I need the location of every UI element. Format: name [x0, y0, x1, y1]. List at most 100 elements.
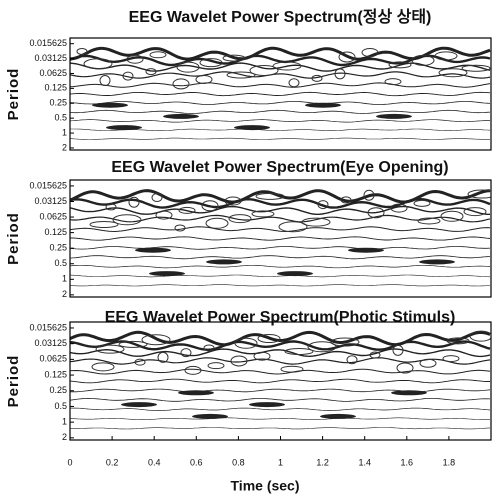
y-tick-label: 2: [62, 289, 67, 299]
contour-blob: [272, 61, 302, 71]
contour-line: [70, 357, 491, 365]
contour-blob: [149, 51, 167, 59]
contour-blob: [363, 189, 375, 201]
x-tick-label: 1.4: [358, 457, 371, 467]
contour-blob: [178, 390, 214, 396]
contour-blob: [392, 344, 404, 356]
contour-blob: [251, 210, 275, 218]
contour-line: [70, 378, 490, 384]
contour-blob: [417, 217, 441, 225]
contour-blob: [92, 102, 128, 108]
contour-blob: [172, 78, 190, 90]
contour-line: [70, 82, 491, 88]
contour-blob: [145, 68, 157, 76]
contour-blob: [311, 74, 323, 82]
panel-title: EEG Wavelet Power Spectrum(Eye Opening): [111, 159, 448, 176]
y-tick-label: 1: [62, 417, 67, 427]
contour-blob: [438, 68, 468, 78]
contour-line: [70, 348, 491, 358]
contour-line: [70, 264, 491, 269]
contour-line: [70, 368, 491, 375]
contour-blob: [301, 217, 331, 227]
y-tick-label: 0.125: [44, 369, 67, 379]
contour-blob: [112, 214, 142, 226]
y-tick-label: 0.5: [54, 401, 67, 411]
contour-blob: [413, 199, 431, 207]
contour-blob: [346, 355, 358, 365]
contour-blob: [226, 71, 256, 79]
contour-blob: [106, 125, 142, 131]
contour-blob: [176, 61, 200, 73]
contour-line: [70, 205, 490, 215]
contour-blob: [446, 337, 470, 345]
y-tick-label: 0.125: [44, 83, 67, 93]
contour-blob: [222, 54, 246, 62]
contour-blob: [180, 348, 192, 358]
contour-blob: [205, 217, 229, 229]
contour-blob: [376, 113, 412, 119]
contour-blob: [249, 64, 279, 76]
contour-line: [70, 101, 491, 105]
contour-blob: [157, 351, 169, 363]
contour-blob: [278, 221, 308, 233]
contour-blob: [95, 344, 125, 354]
contour-blob: [122, 71, 134, 81]
contour-blob: [317, 200, 329, 210]
y-axis-label: Period: [5, 355, 22, 408]
contour-blob: [105, 203, 117, 211]
contour-blob: [118, 340, 148, 348]
contour-blob: [230, 355, 248, 367]
contour-blob: [135, 247, 171, 253]
contour-line: [70, 388, 491, 393]
y-tick-label: 0.25: [49, 243, 67, 253]
contour-blob: [463, 207, 487, 217]
contour-line: [70, 246, 491, 250]
contour-blob: [155, 210, 173, 220]
contour-line: [70, 236, 491, 241]
contour-blob: [348, 247, 384, 253]
contour-blob: [99, 75, 111, 87]
y-axis-label: Period: [5, 68, 22, 121]
y-tick-label: 0.03125: [34, 338, 67, 348]
contour-blob: [411, 54, 435, 66]
contour-line: [70, 119, 490, 123]
contour-line: [70, 128, 491, 131]
y-tick-label: 2: [62, 432, 67, 442]
contour-blob: [367, 207, 385, 219]
x-tick-label: 0.4: [148, 457, 161, 467]
y-tick-label: 0.0625: [39, 68, 67, 78]
contour-blob: [134, 358, 146, 366]
contour-blob: [91, 362, 115, 372]
plot-frame: [69, 179, 492, 298]
contour-blob: [126, 54, 144, 64]
x-tick-label: 1.6: [401, 457, 414, 467]
x-tick-label: 0.8: [232, 457, 245, 467]
contour-blob: [330, 337, 360, 347]
contour-blob: [184, 365, 202, 375]
contour-blob: [284, 348, 314, 355]
contour-blob: [174, 224, 186, 232]
contour-blob: [419, 358, 437, 368]
contour-blob: [206, 259, 242, 265]
y-tick-label: 0.5: [54, 113, 67, 123]
contour-blob: [305, 102, 341, 108]
x-tick-label: 1: [278, 457, 283, 467]
contour-blob: [434, 51, 458, 61]
contour-blob: [128, 196, 140, 208]
contour-blob: [199, 58, 223, 68]
contour-line: [70, 214, 491, 223]
y-tick-label: 0.5: [54, 258, 67, 268]
contour-blob: [255, 192, 285, 200]
y-tick-label: 0.25: [49, 385, 67, 395]
contour-blob: [469, 330, 491, 342]
contour-line: [70, 62, 491, 72]
y-tick-label: 0.015625: [29, 322, 67, 332]
contour-line: [70, 54, 491, 67]
x-tick-label: 0: [67, 457, 72, 467]
contour-line: [70, 255, 491, 260]
y-tick-label: 0.03125: [34, 53, 67, 63]
x-tick-label: 1.2: [316, 457, 329, 467]
y-axis-label: Period: [5, 212, 22, 265]
y-tick-label: 0.25: [49, 98, 67, 108]
